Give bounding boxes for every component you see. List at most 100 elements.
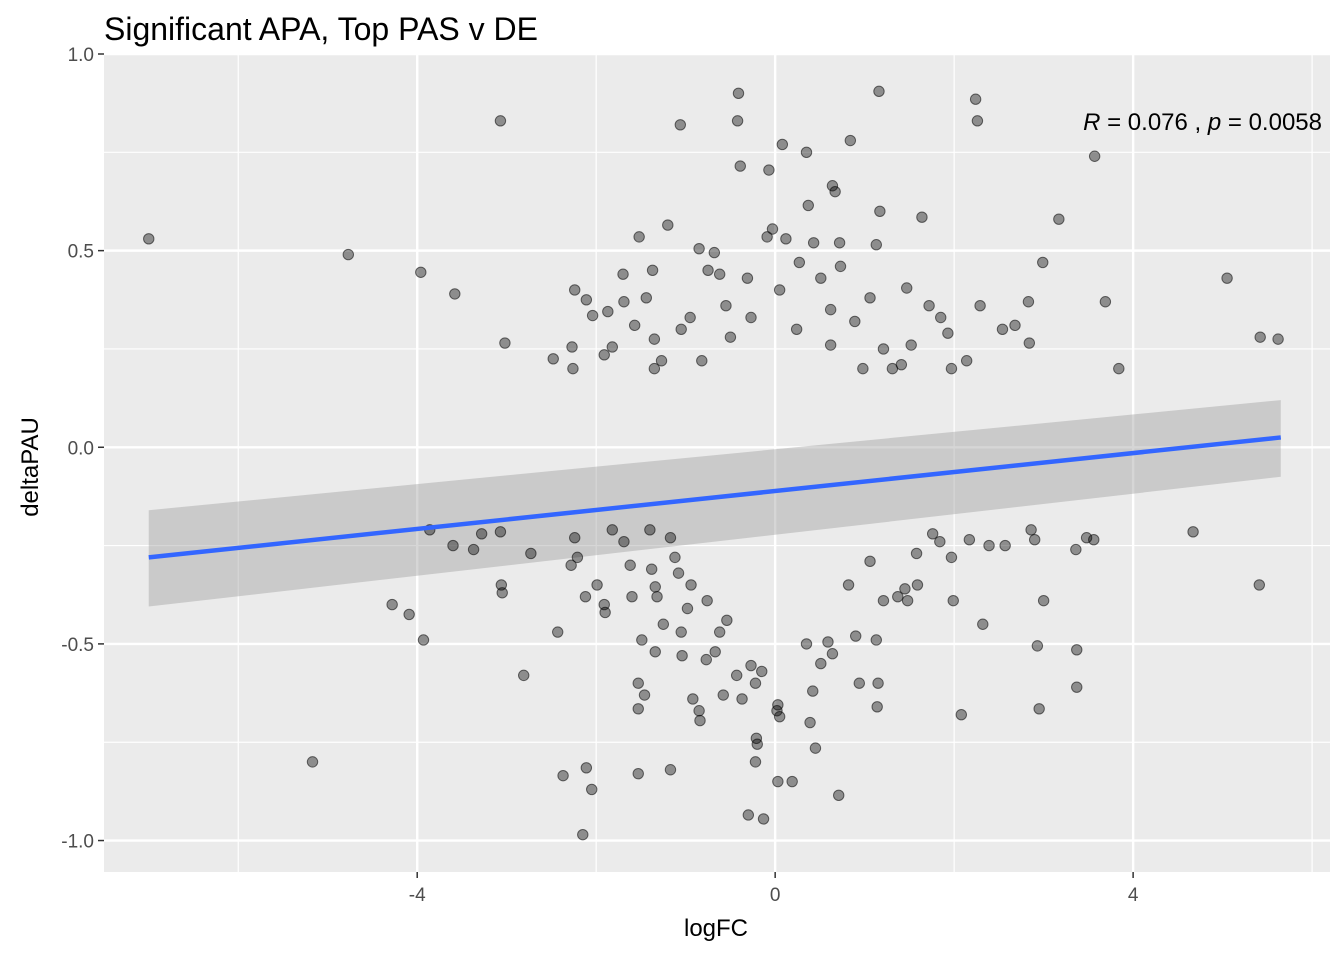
data-point [415,266,427,278]
data-point [580,294,593,306]
data-point [579,591,592,603]
data-point [872,677,884,689]
p-value: = 0.0058 [1221,109,1322,136]
data-point [871,701,883,713]
confidence-band-area [148,400,1281,607]
x-tick-label: 0 [770,885,781,906]
data-point [633,231,645,243]
data-point [773,710,786,723]
data-point [842,579,855,591]
data-point [1272,333,1284,345]
data-point [569,284,581,296]
data-point [766,223,779,235]
data-point [417,634,430,646]
data-point [675,626,687,638]
data-point [687,693,699,705]
data-point [751,738,763,750]
y-tick-label: 0.5 [68,242,94,263]
data-point [771,705,783,717]
data-point [644,524,656,536]
data-point [518,669,530,682]
data-point [617,268,629,280]
data-point [640,292,653,304]
data-point [567,362,579,375]
data-point [911,579,924,591]
data-point [773,284,786,296]
data-point [977,618,989,630]
data-point [934,535,946,548]
data-point [955,708,968,721]
data-point [1023,337,1036,349]
data-point [815,657,827,670]
data-point [664,764,677,776]
data-point [1071,644,1083,656]
data-point [974,299,986,312]
data-point [648,333,661,345]
data-point [1113,362,1125,375]
data-point [999,539,1011,552]
data-point [672,567,685,579]
data-point [557,769,569,782]
x-tick-label: -4 [409,885,426,906]
data-point [599,606,611,619]
data-point [449,288,461,300]
data-point [1031,640,1044,652]
data-point [834,260,847,273]
data-point [649,646,661,658]
data-point [685,579,697,591]
data-point [804,716,816,729]
data-point [749,677,762,689]
data-point [833,789,845,802]
data-point [749,756,762,768]
data-point [1254,331,1266,343]
data-point [833,237,846,249]
data-point [1053,213,1065,225]
data-point [701,594,713,607]
data-point [636,634,648,646]
data-point [577,828,589,841]
data-point [618,296,630,308]
data-point [632,677,644,689]
y-tick-label: -0.5 [61,635,94,656]
data-point [815,272,827,284]
data-point [626,591,638,603]
data-point [905,339,917,351]
data-point [720,299,732,312]
data-point [807,685,819,697]
data-point [566,341,578,353]
data-point [674,119,687,131]
x-tick-label: 4 [1128,885,1139,906]
data-point [696,355,708,367]
data-point [586,309,599,322]
data-point [873,85,885,98]
data-point [606,341,618,353]
data-point [1071,681,1083,693]
data-point [1028,533,1041,546]
data-point [306,756,319,768]
data-point [494,526,507,538]
data-point [386,598,398,611]
data-point [1088,533,1100,546]
data-point [963,533,976,546]
data-point [731,115,744,127]
data-point [877,343,890,355]
data-point [602,305,614,318]
data-point [580,762,593,774]
data-point [693,705,705,717]
data-point [447,539,459,552]
data-point [892,591,904,603]
data-point [745,659,757,672]
minor-gridlines [104,54,1330,872]
data-point [1253,579,1266,591]
data-point [646,264,659,276]
data-point [857,362,869,375]
data-point [983,539,995,552]
y-tick-label: -1.0 [61,832,94,853]
data-point [648,362,661,375]
data-point [1070,543,1082,556]
data-point [772,775,784,788]
data-point [675,323,687,335]
r-value: = 0.076 , [1100,109,1207,136]
data-point [730,669,743,682]
